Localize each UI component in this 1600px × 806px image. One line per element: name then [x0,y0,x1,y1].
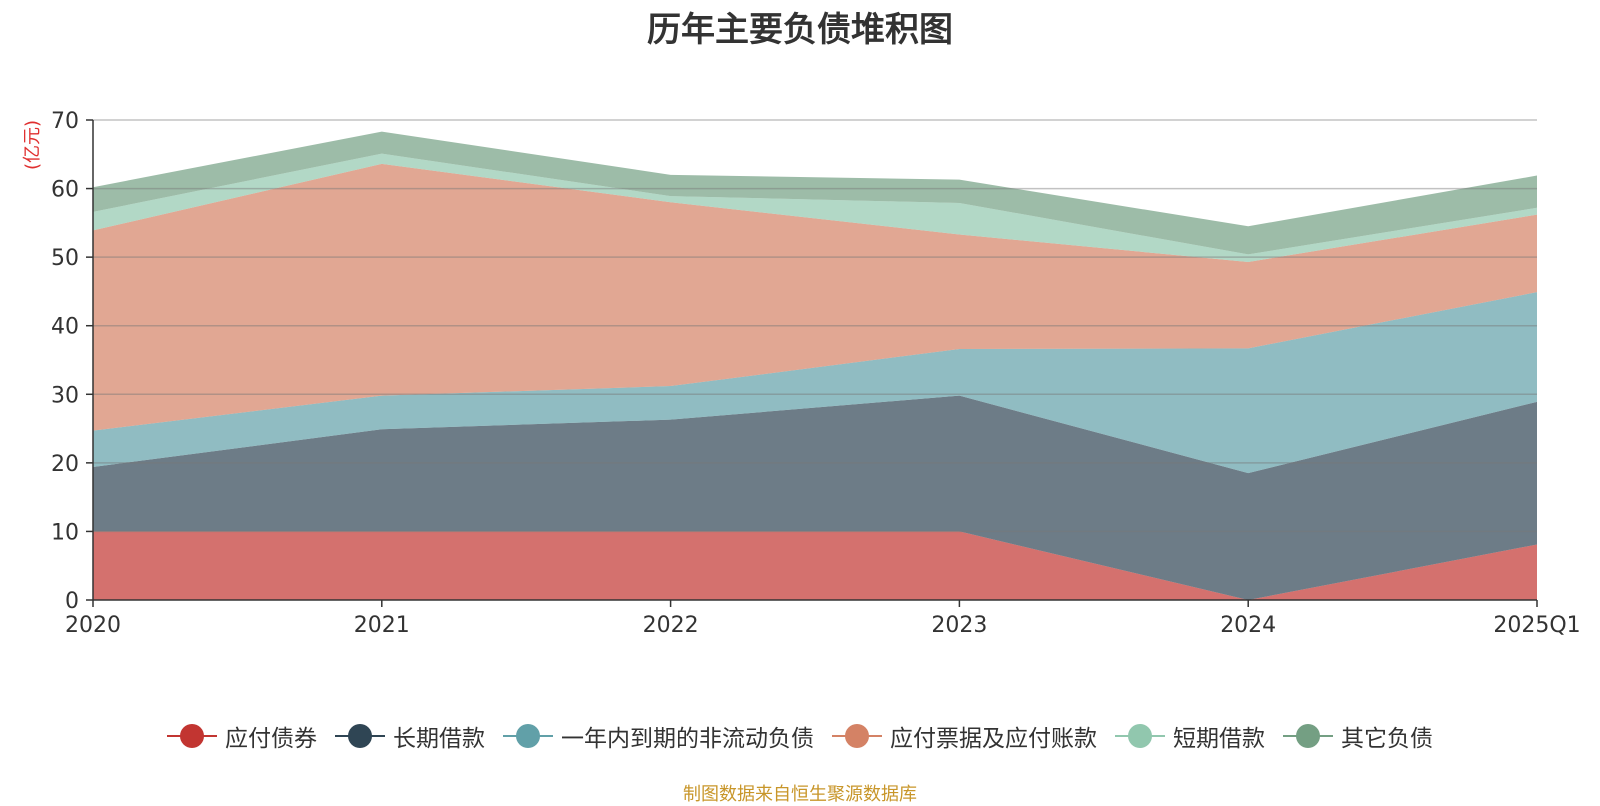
x-tick-label: 2022 [643,613,699,638]
y-tick-label: 70 [51,109,79,134]
area-series-2 [93,292,1537,474]
legend-item-5[interactable]: 其它负债 [1283,719,1433,753]
area-series-5 [93,131,1537,255]
area-series-1 [93,395,1537,600]
y-tick-label: 40 [51,315,79,340]
x-tick-label: 2025Q1 [1493,613,1580,638]
legend-label: 其它负债 [1341,726,1433,752]
legend-swatch [832,723,882,749]
legend-swatch-dot [180,724,204,748]
legend-item-3[interactable]: 应付票据及应付账款 [832,719,1097,753]
area-series-3 [93,163,1537,431]
legend-item-1[interactable]: 长期借款 [335,719,485,753]
chart-legend: 应付债券 长期借款 一年内到期的非流动负债 应付票据及应付账款 短期借款 其它负债 [0,718,1600,754]
y-tick-label: 60 [51,178,79,203]
x-tick-label: 2023 [931,613,987,638]
area-series-4 [93,153,1537,262]
legend-label: 长期借款 [393,726,485,752]
legend-label: 应付债券 [225,726,317,752]
legend-swatch-dot [845,724,869,748]
y-tick-label: 50 [51,246,79,271]
legend-label: 应付票据及应付账款 [890,726,1097,752]
y-tick-label: 30 [51,383,79,408]
legend-swatch [335,723,385,749]
x-tick-label: 2020 [65,613,121,638]
legend-item-2[interactable]: 一年内到期的非流动负债 [503,719,814,753]
legend-label: 短期借款 [1173,726,1265,752]
legend-swatch [1115,723,1165,749]
legend-item-0[interactable]: 应付债券 [167,719,317,753]
legend-swatch [167,723,217,749]
chart-title: 历年主要负债堆积图 [647,10,953,50]
area-series-0 [93,531,1537,600]
legend-swatch [1283,723,1333,749]
legend-swatch-dot [516,724,540,748]
y-tick-label: 0 [65,589,79,614]
y-tick-label: 10 [51,520,79,545]
legend-swatch-dot [1296,724,1320,748]
x-tick-label: 2024 [1220,613,1276,638]
legend-swatch [503,723,553,749]
legend-swatch-dot [1128,724,1152,748]
x-tick-label: 2021 [354,613,410,638]
legend-label: 一年内到期的非流动负债 [561,726,814,752]
data-source-footer: 制图数据来自恒生聚源数据库 [683,784,917,805]
legend-item-4[interactable]: 短期借款 [1115,719,1265,753]
y-axis-label: (亿元) [22,120,43,170]
legend-swatch-dot [348,724,372,748]
y-tick-label: 20 [51,452,79,477]
stacked-area-chart: 0 10 20 30 40 50 60 70 2020 2021 2022 2023 2024 2025Q… [22,109,1581,638]
